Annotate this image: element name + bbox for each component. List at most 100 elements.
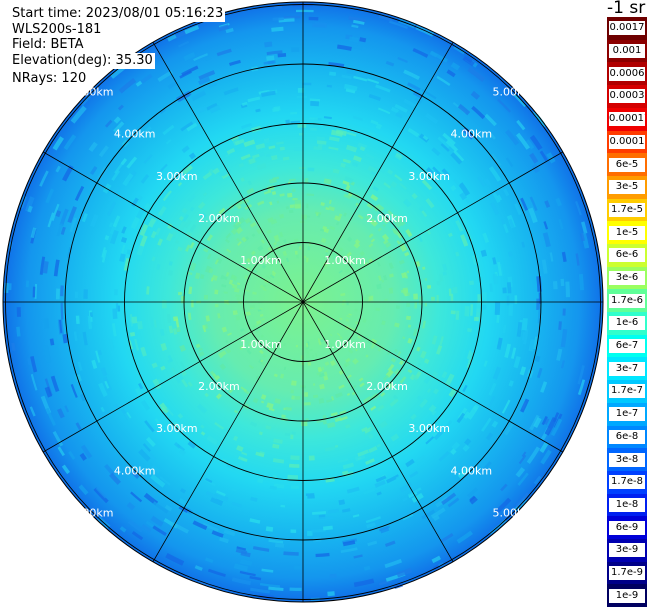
beta-speckle-arc xyxy=(330,333,333,337)
beta-speckle-arc xyxy=(322,415,327,421)
beta-speckle-arc xyxy=(328,61,345,68)
beta-speckle-arc xyxy=(131,316,138,324)
beta-speckle-arc xyxy=(306,193,315,197)
color-scale-tick: 3e-7 xyxy=(609,361,645,376)
beta-speckle-arc xyxy=(386,474,400,484)
beta-speckle-arc xyxy=(329,71,337,76)
beta-speckle-arc xyxy=(425,436,435,445)
beta-speckle-arc xyxy=(368,93,382,101)
beta-speckle-arc xyxy=(315,552,330,558)
beta-speckle-arc xyxy=(432,166,442,177)
beta-speckle-arc xyxy=(186,122,198,132)
beta-speckle-arc xyxy=(323,261,328,267)
beta-speckle-arc xyxy=(261,317,265,322)
beta-speckle-arc xyxy=(212,167,220,175)
beta-speckle-arc xyxy=(437,136,451,149)
nrays-label: NRays: 120 xyxy=(10,71,89,87)
beta-speckle-arc xyxy=(330,343,333,347)
beta-speckle-arc xyxy=(75,315,80,325)
beta-speckle-arc xyxy=(348,36,359,44)
beta-speckle-arc xyxy=(244,217,251,224)
beta-speckle-arc xyxy=(549,252,554,262)
beta-speckle-arc xyxy=(384,540,396,547)
beta-speckle-arc xyxy=(165,552,185,566)
beta-speckle-arc xyxy=(388,273,394,278)
beta-speckle-arc xyxy=(342,180,350,186)
beta-speckle-arc xyxy=(45,407,57,426)
beta-speckle-arc xyxy=(229,59,241,66)
beta-speckle-arc xyxy=(324,264,328,269)
beta-speckle-arc xyxy=(378,167,386,174)
beta-speckle-arc xyxy=(367,131,376,137)
beta-speckle-arc xyxy=(516,322,523,338)
beta-speckle-arc xyxy=(270,263,274,267)
beta-speckle-arc xyxy=(575,201,582,216)
beta-speckle-arc xyxy=(274,542,285,548)
beta-speckle-arc xyxy=(411,492,424,503)
beta-speckle-arc xyxy=(352,192,361,201)
beta-speckle-arc xyxy=(455,219,464,232)
beta-speckle-arc xyxy=(100,367,108,377)
beta-speckle-arc xyxy=(492,257,497,265)
beta-speckle-arc xyxy=(313,394,319,398)
beta-speckle-arc xyxy=(60,226,66,235)
beta-speckle-arc xyxy=(240,386,247,392)
beta-speckle-arc xyxy=(464,306,470,317)
beta-speckle-arc xyxy=(112,215,121,228)
beta-speckle-arc xyxy=(337,44,352,51)
beta-speckle-arc xyxy=(388,262,394,270)
beta-speckle-arc xyxy=(332,255,338,260)
beta-speckle-arc xyxy=(225,238,230,244)
beta-speckle-arc xyxy=(343,361,350,368)
beta-speckle-arc xyxy=(57,446,65,457)
beta-speckle-arc xyxy=(142,443,151,452)
beta-speckle-arc xyxy=(162,124,175,136)
beta-speckle-arc xyxy=(327,508,340,514)
beta-speckle-arc xyxy=(107,189,117,202)
beta-speckle-arc xyxy=(95,486,107,499)
beta-speckle-arc xyxy=(241,123,252,129)
beta-speckle-arc xyxy=(278,17,295,23)
beta-speckle-arc xyxy=(55,165,61,173)
beta-speckle-arc xyxy=(328,146,339,151)
beta-speckle-arc xyxy=(501,399,511,414)
beta-speckle-arc xyxy=(150,230,157,239)
beta-speckle-arc xyxy=(415,261,421,267)
beta-speckle-arc xyxy=(407,338,413,344)
beta-speckle-arc xyxy=(214,492,229,502)
beta-speckle-arc xyxy=(238,162,245,168)
beta-speckle-arc xyxy=(269,485,277,491)
color-scale-tick: 6e-8 xyxy=(609,429,645,444)
beta-speckle-arc xyxy=(339,336,343,340)
beta-speckle-arc xyxy=(515,132,530,150)
beta-speckle-arc xyxy=(225,347,232,354)
beta-speckle-arc xyxy=(185,244,191,252)
beta-speckle-arc xyxy=(226,248,232,253)
beta-speckle-arc xyxy=(67,246,72,259)
beta-speckle-arc xyxy=(273,373,278,378)
beta-speckle-arc xyxy=(320,228,325,232)
beta-speckle-arc xyxy=(351,161,359,168)
beta-speckle-arc xyxy=(396,567,413,578)
beta-speckle-arc xyxy=(187,381,193,388)
beta-speckle-arc xyxy=(272,107,280,113)
beta-speckle-arc xyxy=(428,404,437,413)
beta-speckle-arc xyxy=(152,501,169,514)
beta-speckle-arc xyxy=(504,343,512,358)
beta-speckle-arc xyxy=(272,443,280,449)
beta-speckle-arc xyxy=(105,119,113,128)
beta-speckle-arc xyxy=(526,446,541,465)
beta-speckle-arc xyxy=(354,453,366,462)
beta-speckle-arc xyxy=(217,313,221,319)
beta-speckle-arc xyxy=(248,364,254,370)
beta-speckle-arc xyxy=(437,169,445,177)
beta-speckle-arc xyxy=(514,203,522,216)
beta-speckle-arc xyxy=(120,158,128,166)
beta-speckle-arc xyxy=(375,84,391,93)
beta-speckle-arc xyxy=(225,27,234,34)
color-scale-tick: 1e-6 xyxy=(609,316,645,331)
beta-speckle-arc xyxy=(489,283,493,292)
beta-speckle-arc xyxy=(159,108,166,114)
beta-speckle-arc xyxy=(382,374,389,381)
beta-speckle-arc xyxy=(335,221,340,226)
